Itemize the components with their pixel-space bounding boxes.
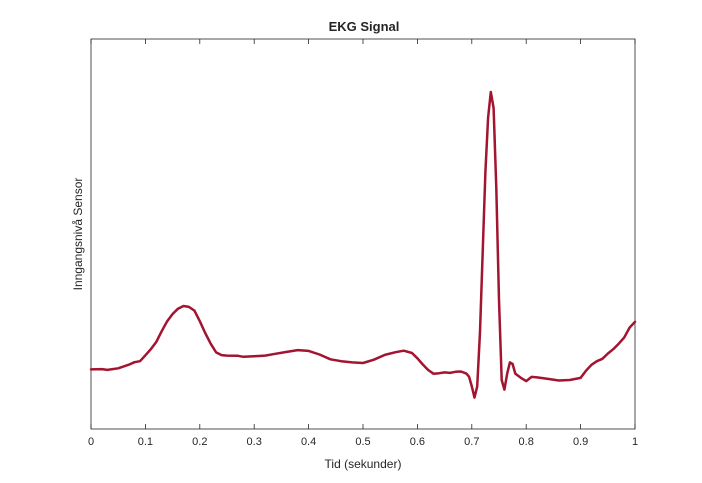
x-tick-label: 0.8 (519, 436, 534, 448)
x-tick-label: 0.3 (247, 436, 262, 448)
x-tick-label: 0.7 (464, 436, 479, 448)
x-tick-label: 0 (88, 436, 94, 448)
x-tick-label: 0.6 (410, 436, 425, 448)
x-tick-label: 0.5 (355, 436, 370, 448)
x-tick-label: 0.1 (138, 436, 153, 448)
x-tick-label: 0.2 (192, 436, 207, 448)
x-axis-tick-labels: 0 0.1 0.2 0.3 0.4 0.5 0.6 0.7 0.8 0.9 1 (88, 436, 638, 448)
ekg-signal-line (89, 90, 637, 399)
x-tick-label: 1 (632, 436, 638, 448)
x-axis-label: Tid (sekunder) (325, 457, 402, 471)
x-tick-label: 0.9 (573, 436, 588, 448)
x-tick-label: 0.4 (301, 436, 316, 448)
y-axis-label: Inngangsnivå Sensor (71, 178, 85, 291)
plot-frame (90, 38, 636, 430)
chart-title: EKG Signal (329, 19, 400, 34)
x-axis-ticks (90, 39, 636, 429)
